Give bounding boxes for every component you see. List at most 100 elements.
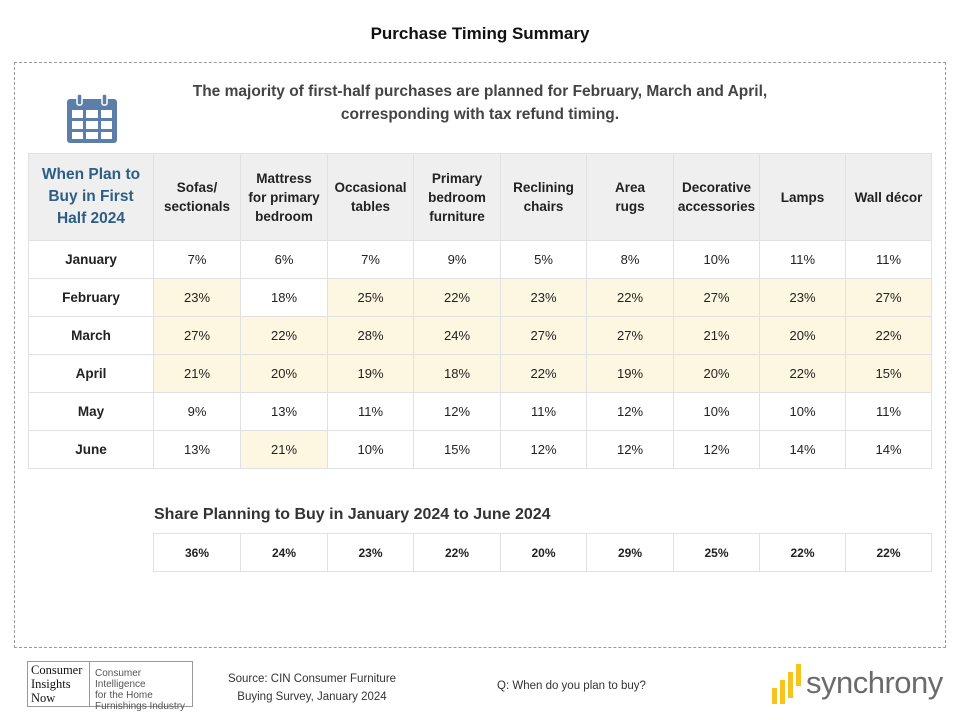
table-cell: 7% (327, 240, 414, 279)
table-cell: 22% (759, 354, 846, 393)
share-cell: 22% (845, 533, 932, 572)
table-cell: 20% (240, 354, 328, 393)
cin-logo-word: Now (31, 691, 56, 705)
table-cell: 22% (500, 354, 587, 393)
column-header-line: Lamps (780, 189, 825, 205)
table-cell: 22% (845, 316, 932, 355)
survey-question: Q: When do you plan to buy? (497, 680, 646, 692)
table-cell: 9% (153, 392, 241, 431)
table-cell: 22% (586, 278, 674, 317)
share-section-title: Share Planning to Buy in January 2024 to… (154, 506, 551, 523)
table-cell: 27% (153, 316, 241, 355)
table-cell: 22% (413, 278, 501, 317)
column-header: Primary bedroom furniture (413, 153, 501, 241)
cin-logo-tagline: Consumer Intelligence for the Home Furni… (95, 668, 193, 712)
table-cell: 23% (759, 278, 846, 317)
table-cell: 22% (240, 316, 328, 355)
synchrony-logo: synchrony (772, 664, 944, 706)
table-cell: 23% (153, 278, 241, 317)
column-header-line: sectionals (163, 199, 231, 214)
column-header-line: Mattress (256, 170, 312, 186)
headline-line-1: The majority of first-half purchases are… (192, 83, 768, 100)
table-cell: 11% (327, 392, 414, 431)
table-header-row: When Plan to Buy in First Half 2024 Sofa… (28, 153, 932, 241)
table-cell: 18% (240, 278, 328, 317)
table-row: April 21% 20% 19% 18% 22% 19% 20% 22% 15% (28, 354, 932, 393)
share-table: 36% 24% 23% 22% 20% 29% 25% 22% 22% (153, 533, 932, 572)
share-cell: 23% (327, 533, 414, 572)
cin-logo: Consumer Insights Now Consumer Intellige… (27, 661, 193, 712)
table-cell: 10% (673, 392, 760, 431)
share-cell: 36% (153, 533, 241, 572)
table-row: February 23% 18% 25% 22% 23% 22% 27% 23% 27% (28, 278, 932, 317)
table-row: June 13% 21% 10% 15% 12% 12% 12% 14% 14% (28, 430, 932, 469)
column-header-line: tables (350, 199, 391, 214)
row-label: March (28, 316, 154, 355)
table-cell: 10% (327, 430, 414, 469)
corner-line: Half 2024 (56, 210, 126, 227)
column-header-line: Wall décor (854, 189, 923, 205)
column-header: Decorative accessories (673, 153, 760, 241)
row-label: February (28, 278, 154, 317)
row-label: April (28, 354, 154, 393)
table-cell: 8% (586, 240, 674, 279)
share-cell: 22% (759, 533, 846, 572)
table-cell: 15% (845, 354, 932, 393)
table-cell: 7% (153, 240, 241, 279)
column-header-line: Reclining (513, 180, 574, 195)
column-header: Area rugs (586, 153, 674, 241)
source-line: Source: CIN Consumer Furniture (227, 673, 397, 685)
share-cell: 24% (240, 533, 328, 572)
table-cell: 21% (153, 354, 241, 393)
column-header-line: for primary (248, 189, 320, 205)
headline-line-2: corresponding with tax refund timing. (340, 106, 620, 123)
page-title: Purchase Timing Summary (370, 24, 590, 43)
row-label: June (28, 430, 154, 469)
table-cell: 13% (240, 392, 328, 431)
table-cell: 28% (327, 316, 414, 355)
table-cell: 19% (327, 354, 414, 393)
content-frame (14, 62, 946, 648)
cin-logo-word: Consumer (31, 663, 83, 677)
cin-tagline-line: Furnishings Industry (95, 701, 186, 712)
table-cell: 25% (327, 278, 414, 317)
column-header-line: Area (614, 180, 646, 195)
table-body: January 7% 6% 7% 9% 5% 8% 10% 11% 11% February 23% 1… (28, 240, 932, 469)
column-header-line: rugs (615, 199, 645, 214)
purchase-timing-table: When Plan to Buy in First Half 2024 Sofa… (28, 153, 932, 469)
headline: The majority of first-half purchases are… (150, 80, 810, 126)
table-cell: 14% (845, 430, 932, 469)
table-cell: 20% (759, 316, 846, 355)
corner-line: When Plan to (41, 166, 141, 183)
column-header-line: Occasional (334, 180, 407, 195)
table-row: March 27% 22% 28% 24% 27% 27% 21% 20% 22% (28, 316, 932, 355)
table-cell: 11% (845, 240, 932, 279)
table-row: January 7% 6% 7% 9% 5% 8% 10% 11% 11% (28, 240, 932, 279)
cin-tagline-line: Consumer Intelligence (95, 668, 146, 690)
corner-header: When Plan to Buy in First Half 2024 (28, 153, 154, 241)
row-label: May (28, 392, 154, 431)
table-cell: 11% (500, 392, 587, 431)
column-header-line: chairs (523, 199, 564, 214)
source-line: Buying Survey, January 2024 (237, 691, 387, 703)
cin-logo-wordmark: Consumer Insights Now (28, 662, 90, 706)
column-header-line: furniture (429, 208, 485, 224)
table-cell: 14% (759, 430, 846, 469)
row-label: January (28, 240, 154, 279)
table-cell: 11% (845, 392, 932, 431)
table-row: May 9% 13% 11% 12% 11% 12% 10% 10% 11% (28, 392, 932, 431)
table-cell: 12% (586, 430, 674, 469)
calendar-icon (67, 94, 117, 143)
synchrony-mark-icon (772, 664, 801, 704)
share-cell: 25% (673, 533, 760, 572)
column-header-line: bedroom (428, 189, 486, 205)
cin-logo-word: Insights (31, 677, 71, 691)
column-header-line: accessories (677, 199, 756, 214)
synchrony-wordmark: synchrony (806, 665, 943, 700)
column-header: Occasional tables (327, 153, 414, 241)
share-cell: 29% (586, 533, 674, 572)
table-cell: 20% (673, 354, 760, 393)
table-cell: 11% (759, 240, 846, 279)
table-cell: 24% (413, 316, 501, 355)
table-cell: 18% (413, 354, 501, 393)
